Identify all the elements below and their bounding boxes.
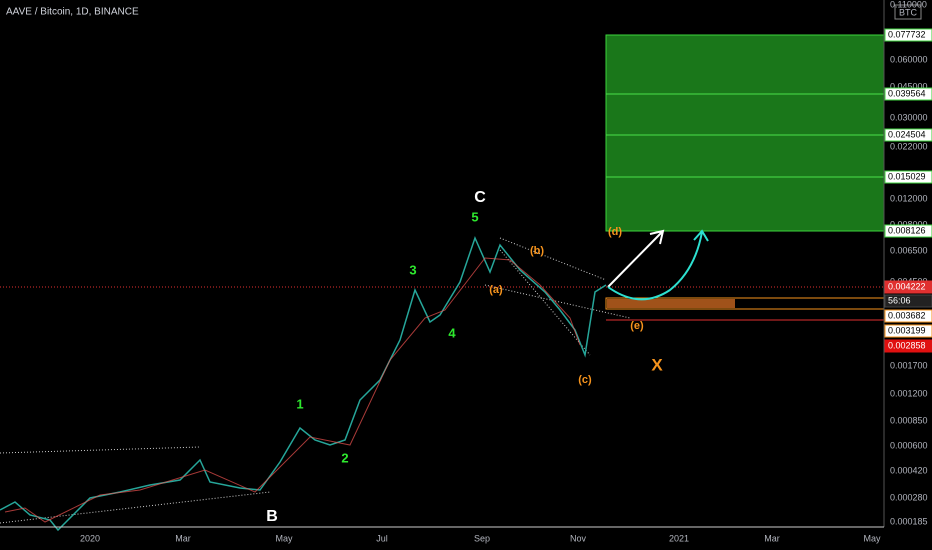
price-label: 0.000600 <box>890 440 928 450</box>
price-label: 0.001700 <box>890 360 928 370</box>
time-label: Mar <box>175 533 191 543</box>
wave-label: (a) <box>489 284 503 296</box>
price-label: 0.000280 <box>890 492 928 502</box>
price-tag: 56:06 <box>888 295 911 305</box>
arrows <box>607 229 709 301</box>
price-label: 0.008000 <box>890 219 928 229</box>
wave-label: 1 <box>296 396 303 411</box>
price-tag-box <box>884 170 932 184</box>
price-tag-box <box>884 28 932 42</box>
price-tag-box <box>884 280 932 294</box>
price-label: 0.045000 <box>890 81 928 91</box>
wave-label: (e) <box>630 320 644 332</box>
wave-label: 5 <box>471 209 478 224</box>
price-label: 0.012000 <box>890 193 928 203</box>
target-zone <box>605 34 885 232</box>
time-label: 2021 <box>669 533 689 543</box>
wave-label: 2 <box>341 450 348 465</box>
price-tag-box <box>884 339 932 353</box>
price-tag: 0.024504 <box>888 129 926 139</box>
wave-label: C <box>474 189 486 206</box>
price-tag: 0.002858 <box>888 340 926 350</box>
price-tag-box <box>884 87 932 101</box>
price-label: 0.110000 <box>890 0 927 9</box>
price-tag: 0.077732 <box>888 29 926 39</box>
zone-fill <box>607 299 735 308</box>
price-label: 0.000185 <box>890 516 928 526</box>
price-tag: 0.003199 <box>888 325 926 335</box>
time-label: Mar <box>764 533 780 543</box>
price-label: 0.000420 <box>890 465 928 475</box>
price-tag-box <box>884 224 932 238</box>
wave-label: 4 <box>448 325 456 340</box>
trendlines <box>0 237 631 524</box>
price-tag-box <box>884 324 932 338</box>
time-label: Jul <box>376 533 388 543</box>
price-label: 0.060000 <box>890 54 928 64</box>
wave-label: X <box>651 355 663 374</box>
currency-box <box>894 4 922 20</box>
price-series-wicks <box>4 257 581 523</box>
price-tag: 0.003682 <box>888 310 926 320</box>
price-label: 0.006500 <box>890 245 928 255</box>
price-label: 0.000850 <box>890 415 928 425</box>
target-lines <box>606 93 884 178</box>
wave-label: (c) <box>578 374 592 386</box>
price-tag-box <box>884 128 932 142</box>
wave-label: B <box>266 508 278 525</box>
price-tag: 0.004222 <box>888 281 926 291</box>
currency: BTC <box>899 7 918 17</box>
wave-label: (d) <box>608 226 622 238</box>
time-label: Sep <box>474 533 490 543</box>
price-label: 0.022000 <box>890 141 928 151</box>
price-tag: 0.008126 <box>888 225 926 235</box>
chart-title: AAVE / Bitcoin, 1D, BINANCE <box>6 7 139 18</box>
wave-label: (b) <box>530 245 544 257</box>
price-tag-box <box>884 309 932 323</box>
time-label: May <box>275 533 293 543</box>
time-label: May <box>863 533 881 543</box>
time-label: Nov <box>570 533 587 543</box>
wave-label: 3 <box>409 262 416 277</box>
price-label: 0.001200 <box>890 388 928 398</box>
price-tag-box <box>884 294 932 308</box>
price-tag: 0.039564 <box>888 88 926 98</box>
price-label: 0.030000 <box>890 112 928 122</box>
price-tag: 0.015029 <box>888 171 926 181</box>
time-label: 2020 <box>80 533 100 543</box>
